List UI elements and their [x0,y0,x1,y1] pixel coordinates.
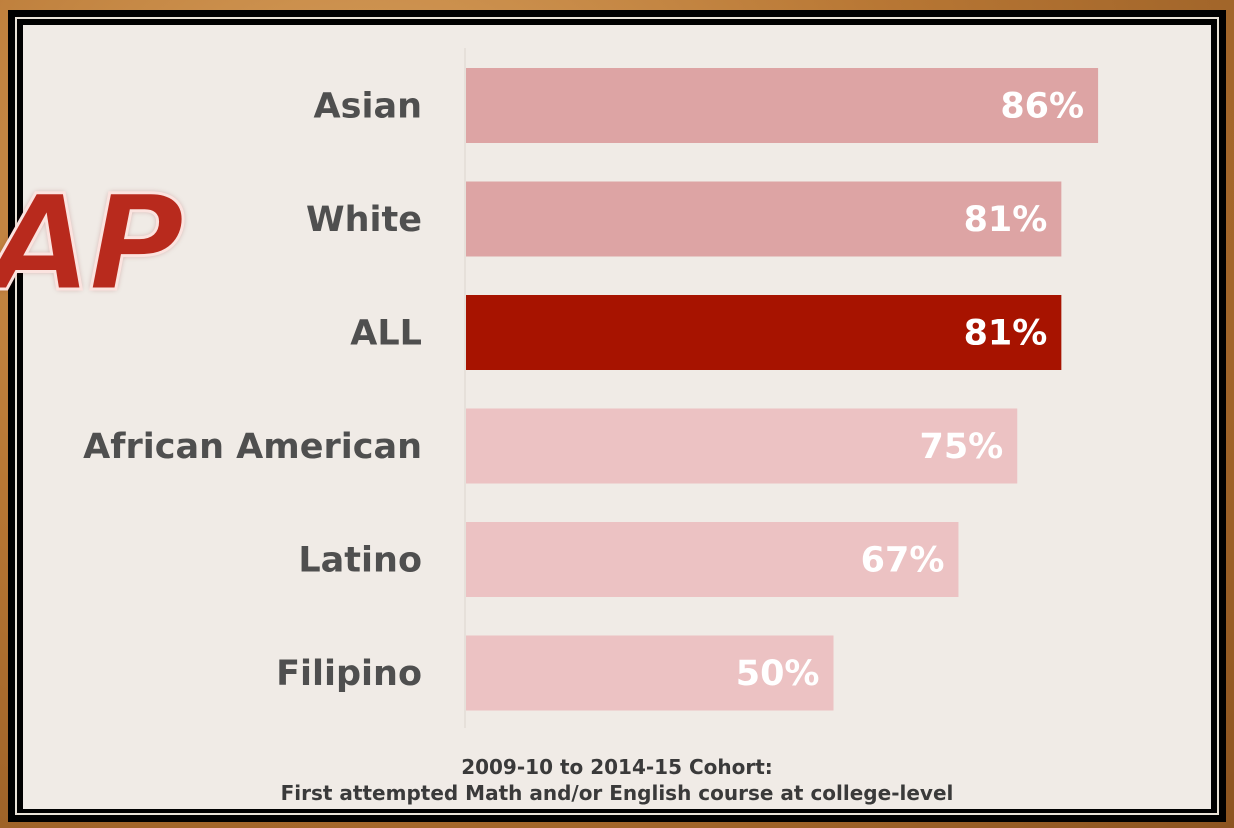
category-label: African American [83,427,422,467]
frame-border-line [15,17,1219,815]
value-label: 50% [736,654,820,694]
chart-caption-line-2: First attempted Math and/or English cour… [280,781,954,805]
ap-logo: AP [0,167,186,321]
value-label: 81% [964,200,1048,240]
bar-white [466,181,1062,257]
chart-caption-line-1: 2009-10 to 2014-15 Cohort: [461,755,773,779]
value-label: 75% [919,427,1003,467]
bar-african-american [466,408,1018,484]
bar-asian [466,68,1099,143]
category-label: Filipino [276,654,422,694]
category-label: ALL [350,314,422,354]
bar-all [466,295,1062,370]
category-label: White [306,200,422,240]
bar-filipino [466,635,834,711]
value-label: 81% [964,314,1048,354]
bar-latino [466,522,959,597]
category-label: Latino [298,541,422,581]
value-label: 86% [1000,87,1084,127]
category-label: Asian [314,87,422,127]
bars-group: Asian 86% White 81% ALL 81% African American 75… [83,68,1099,711]
value-label: 67% [861,541,945,581]
